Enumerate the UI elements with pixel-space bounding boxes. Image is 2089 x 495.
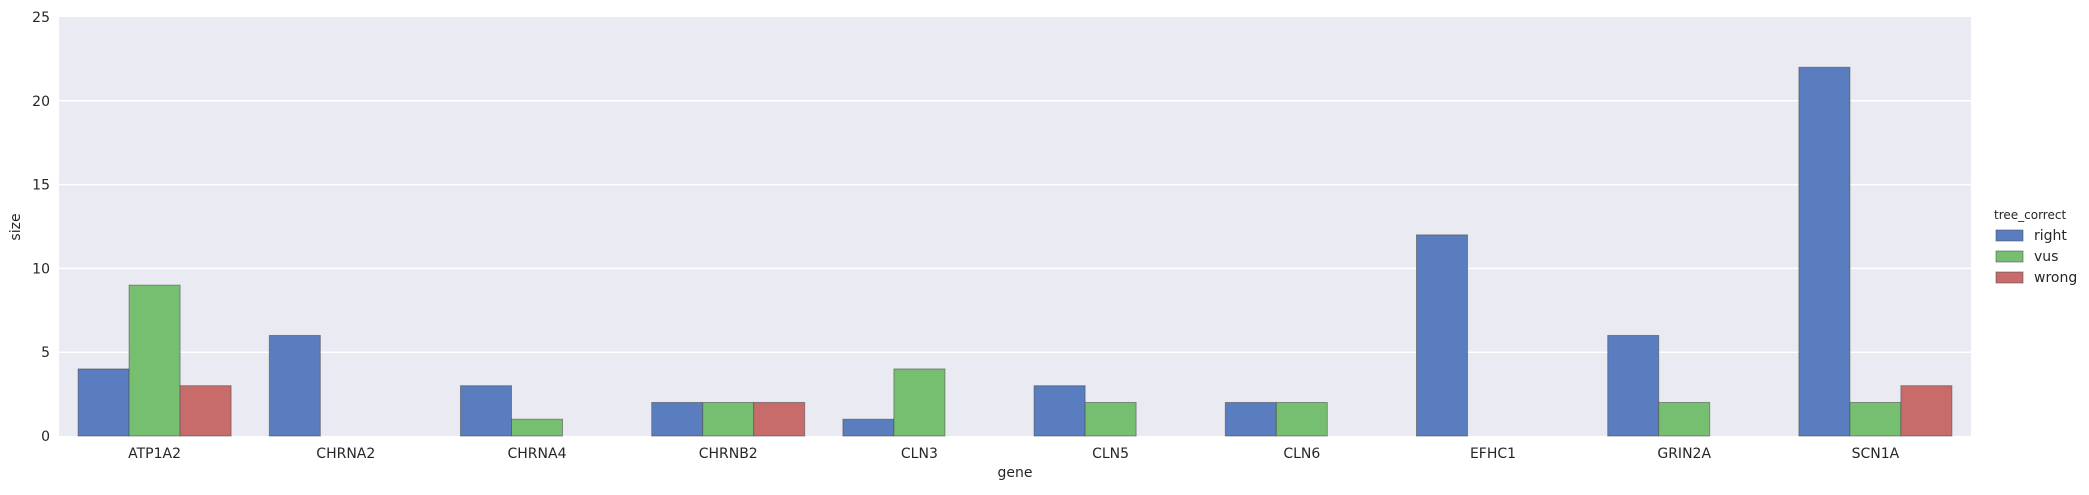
bar-right bbox=[1224, 401, 1277, 437]
bar-vus bbox=[893, 368, 946, 437]
legend-swatch-vus bbox=[1995, 250, 2024, 263]
y-tick-label: 10 bbox=[32, 261, 50, 277]
bar-right bbox=[1033, 385, 1086, 437]
bar-right bbox=[1607, 334, 1660, 437]
x-axis-label: gene bbox=[998, 465, 1033, 481]
y-tick-label: 5 bbox=[41, 345, 50, 361]
x-tick-label: ATP1A2 bbox=[128, 446, 181, 462]
plot-background bbox=[59, 17, 1971, 436]
bar-vus bbox=[702, 401, 755, 437]
y-tick-label: 15 bbox=[32, 178, 50, 194]
legend-label-vus: vus bbox=[2034, 249, 2058, 265]
y-tick-label: 25 bbox=[32, 10, 50, 26]
bar-vus bbox=[128, 284, 181, 437]
bar-right bbox=[268, 334, 321, 437]
legend-swatch-right bbox=[1995, 229, 2024, 242]
legend-swatch-wrong bbox=[1995, 271, 2024, 284]
bar-wrong bbox=[1900, 385, 1953, 437]
y-axis-label: size bbox=[8, 213, 24, 240]
bars bbox=[77, 66, 1953, 437]
bar-vus bbox=[1658, 401, 1711, 437]
x-tick-label: CLN6 bbox=[1283, 446, 1320, 462]
bar-right bbox=[1416, 234, 1469, 437]
legend-items: right vus wrong bbox=[1995, 228, 2077, 286]
x-tick-label: CLN3 bbox=[901, 446, 938, 462]
x-tick-label: EFHC1 bbox=[1470, 446, 1516, 462]
legend-label-right: right bbox=[2034, 228, 2067, 244]
bar-vus bbox=[1849, 401, 1902, 437]
bar-vus bbox=[1275, 401, 1328, 437]
bar-right bbox=[77, 368, 130, 437]
legend: tree_correct right vus wrong bbox=[1994, 208, 2077, 286]
bar-wrong bbox=[179, 385, 232, 437]
bar-vus bbox=[511, 418, 563, 437]
x-tick-labels: ATP1A2 CHRNA2 CHRNA4 CHRNB2 CLN3 CLN5 CLN6 EFHC… bbox=[128, 446, 1899, 462]
x-tick-label: SCN1A bbox=[1852, 446, 1900, 462]
x-tick-label: CLN5 bbox=[1092, 446, 1129, 462]
x-tick-label: CHRNB2 bbox=[699, 446, 758, 462]
bar-right bbox=[651, 401, 704, 437]
x-tick-label: CHRNA4 bbox=[508, 446, 567, 462]
bar-right bbox=[460, 385, 513, 437]
y-tick-label: 0 bbox=[41, 429, 50, 445]
legend-label-wrong: wrong bbox=[2034, 270, 2077, 286]
legend-title: tree_correct bbox=[1994, 208, 2066, 222]
bar-wrong bbox=[753, 401, 806, 437]
x-tick-label: GRIN2A bbox=[1657, 446, 1711, 462]
y-tick-labels: 0 5 10 15 20 25 bbox=[32, 10, 50, 445]
bar-vus bbox=[1084, 401, 1137, 437]
y-tick-label: 20 bbox=[32, 94, 50, 110]
bar-right bbox=[842, 418, 895, 437]
bar-right bbox=[1798, 66, 1851, 437]
x-tick-label: CHRNA2 bbox=[316, 446, 375, 462]
